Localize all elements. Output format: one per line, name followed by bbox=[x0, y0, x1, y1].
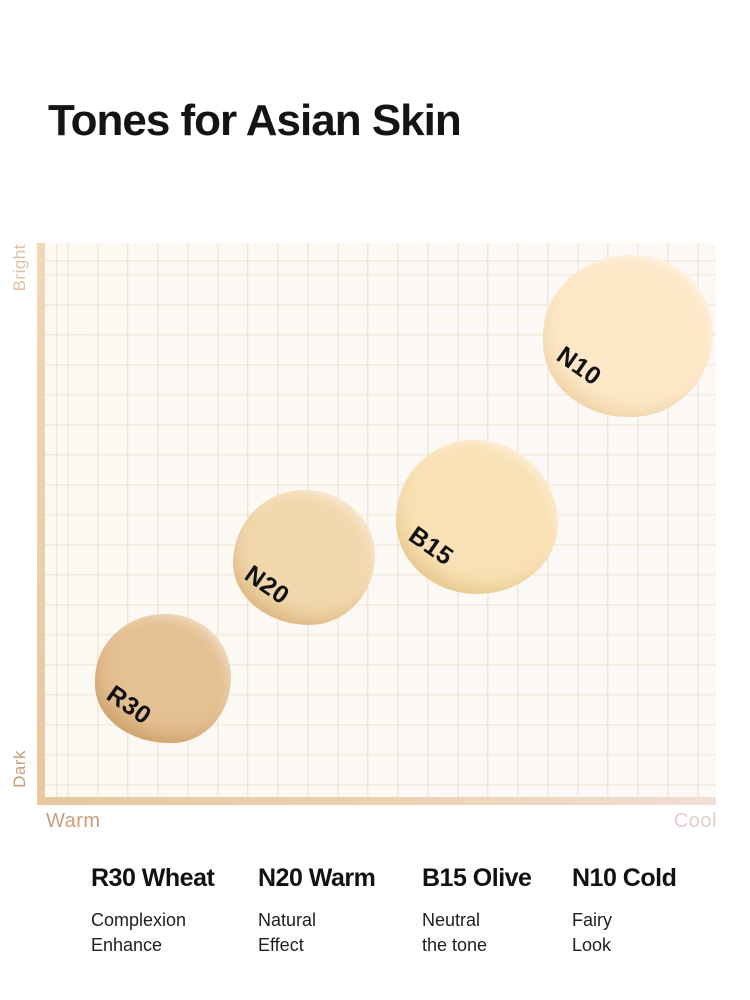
chart-plot-area: R30 N20 B15 N10 bbox=[45, 243, 716, 797]
legend-title: B15 Olive bbox=[422, 864, 532, 892]
legend-title: N20 Warm bbox=[258, 864, 376, 892]
legend-description-line: Effect bbox=[258, 935, 304, 955]
legend-description-line: Enhance bbox=[91, 935, 163, 955]
swatch-blob-n10: N10 bbox=[543, 255, 713, 417]
axis-label-warm: Warm bbox=[46, 810, 101, 832]
y-axis-line bbox=[37, 243, 45, 805]
legend-description-line: Neutral bbox=[422, 910, 481, 930]
swatch-label-n10: N10 bbox=[551, 341, 607, 392]
swatch-label-b15: B15 bbox=[403, 521, 459, 572]
swatch-blob-b15: B15 bbox=[396, 440, 558, 594]
swatch-blob-r30: R30 bbox=[95, 614, 231, 743]
legend-item-r30: R30 Wheat Complexion Enhance bbox=[91, 864, 215, 958]
legend-item-n20: N20 Warm Natural Effect bbox=[258, 864, 376, 958]
axis-label-bright: Bright bbox=[10, 244, 29, 292]
page-title: Tones for Asian Skin bbox=[48, 96, 462, 145]
legend-item-n10: N10 Cold Fairy Look bbox=[572, 864, 677, 958]
legend-description-line: the tone bbox=[422, 935, 488, 955]
legend-description-line: Fairy bbox=[572, 910, 612, 930]
legend-description-line: Complexion bbox=[91, 910, 187, 930]
legend-item-b15: B15 Olive Neutral the tone bbox=[422, 864, 532, 958]
legend-title: R30 Wheat bbox=[91, 864, 215, 892]
legend-title: N10 Cold bbox=[572, 864, 677, 892]
legend-description-line: Natural bbox=[258, 910, 317, 930]
legend-description-line: Look bbox=[572, 935, 612, 955]
swatch-label-n20: N20 bbox=[239, 560, 295, 611]
axis-label-dark: Dark bbox=[10, 750, 29, 788]
swatch-blob-n20: N20 bbox=[233, 490, 375, 625]
axis-label-cool: Cool bbox=[673, 810, 717, 832]
swatch-label-r30: R30 bbox=[101, 680, 156, 731]
x-axis-line bbox=[37, 797, 716, 805]
